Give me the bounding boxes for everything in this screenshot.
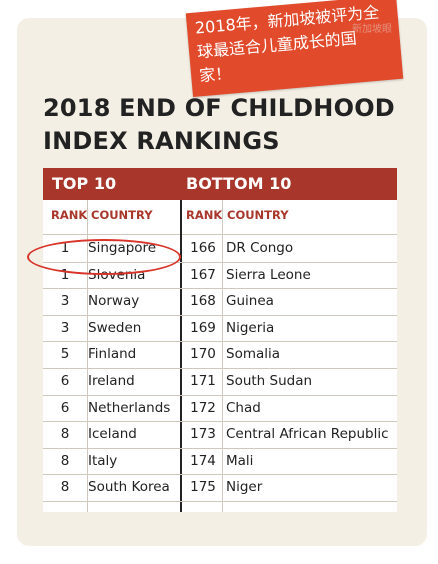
bottom-rank-cell: 167 (190, 266, 216, 283)
bottom-rank-cell: 166 (190, 240, 216, 256)
top-rank-cell: 8 (60, 479, 70, 496)
top10-heading: TOP 10 (52, 174, 117, 193)
rankings-table: TOP 10 BOTTOM 10 RANK COUNTRY RANK COUNT… (43, 168, 397, 512)
bottom-country-cell: Central African Republic (226, 426, 389, 443)
bottom-country-cell: Chad (226, 399, 261, 416)
top-country-cell: Ireland (88, 373, 135, 389)
top-country-cell: Iceland (88, 426, 137, 443)
bottom-country-cell: Mali (226, 452, 254, 469)
top-rank-cell: 8 (60, 452, 70, 469)
table-header-bar (43, 168, 397, 200)
bottom-country-cell: DR Congo (226, 240, 294, 256)
table-row: 6 Ireland 171 South Sudan (43, 368, 397, 396)
top-rank-cell: 8 (60, 426, 70, 443)
top-rank-cell: 6 (60, 399, 70, 416)
bottom-rank-cell: 172 (190, 399, 216, 416)
bottom-country-cell: Guinea (226, 293, 274, 310)
bottom-country-cell: Nigeria (226, 319, 275, 336)
table-row: 8 Iceland 173 Central African Republic (43, 421, 397, 449)
top-country-cell: Norway (88, 293, 140, 310)
bottom10-heading: BOTTOM 10 (186, 174, 292, 193)
bottom-country-cell: Somalia (226, 346, 281, 363)
bottom-country-cell: South Sudan (226, 373, 313, 389)
table-row: 3 Sweden 169 Nigeria (43, 315, 397, 343)
table-row: 6 Netherlands 172 Chad (43, 395, 397, 423)
bottom-country-cell: Sierra Leone (226, 266, 311, 283)
bottom-rank-cell: 171 (190, 373, 216, 389)
top-country-header: COUNTRY (91, 208, 153, 222)
table-row: 8 Italy 174 Mali (43, 448, 397, 476)
bottom-country-header: COUNTRY (227, 208, 289, 222)
section-divider (180, 200, 182, 512)
top-rank-header: RANK (51, 208, 88, 222)
header-divider (43, 234, 397, 235)
table-row: 8 South Korea 175 Niger (43, 474, 397, 502)
top-rank-cell: 5 (60, 346, 70, 363)
annotation-text: 2018年，新加坡被评为全 球最适合儿童成长的国 家！ (194, 0, 400, 88)
bottom-rank-cell: 175 (190, 479, 216, 496)
top-rank-cell: 3 (60, 293, 70, 310)
table-row: 3 Norway 168 Guinea (43, 288, 397, 316)
top-country-cell: Sweden (88, 319, 142, 336)
top-country-cell: Finland (88, 346, 137, 363)
watermark: 新加坡眼 (352, 24, 392, 35)
top-country-cell: Italy (88, 452, 118, 469)
top-rank-cell: 1 (60, 266, 70, 283)
column-divider-bottom (222, 200, 223, 512)
bottom-rank-cell: 168 (190, 293, 216, 310)
top-rank-cell: 6 (60, 373, 70, 389)
bottom-rank-cell: 173 (190, 426, 216, 443)
column-divider-top (87, 200, 88, 512)
top-country-cell: Netherlands (88, 399, 171, 416)
bottom-rank-cell: 174 (190, 452, 216, 469)
table-row: 5 Finland 170 Somalia (43, 341, 397, 369)
page-title: 2018 END OF CHILDHOOD INDEX RANKINGS (43, 92, 395, 158)
title-line-2: INDEX RANKINGS (43, 127, 280, 155)
title-line-1: 2018 END OF CHILDHOOD (43, 94, 395, 122)
bottom-rank-cell: 169 (190, 319, 216, 336)
top-country-cell: South Korea (88, 479, 170, 496)
bottom-rank-cell: 170 (190, 346, 216, 363)
bottom-rank-header: RANK (186, 208, 223, 222)
bottom-country-cell: Niger (226, 479, 263, 496)
highlight-circle (27, 239, 181, 275)
top-rank-cell: 3 (60, 319, 70, 336)
